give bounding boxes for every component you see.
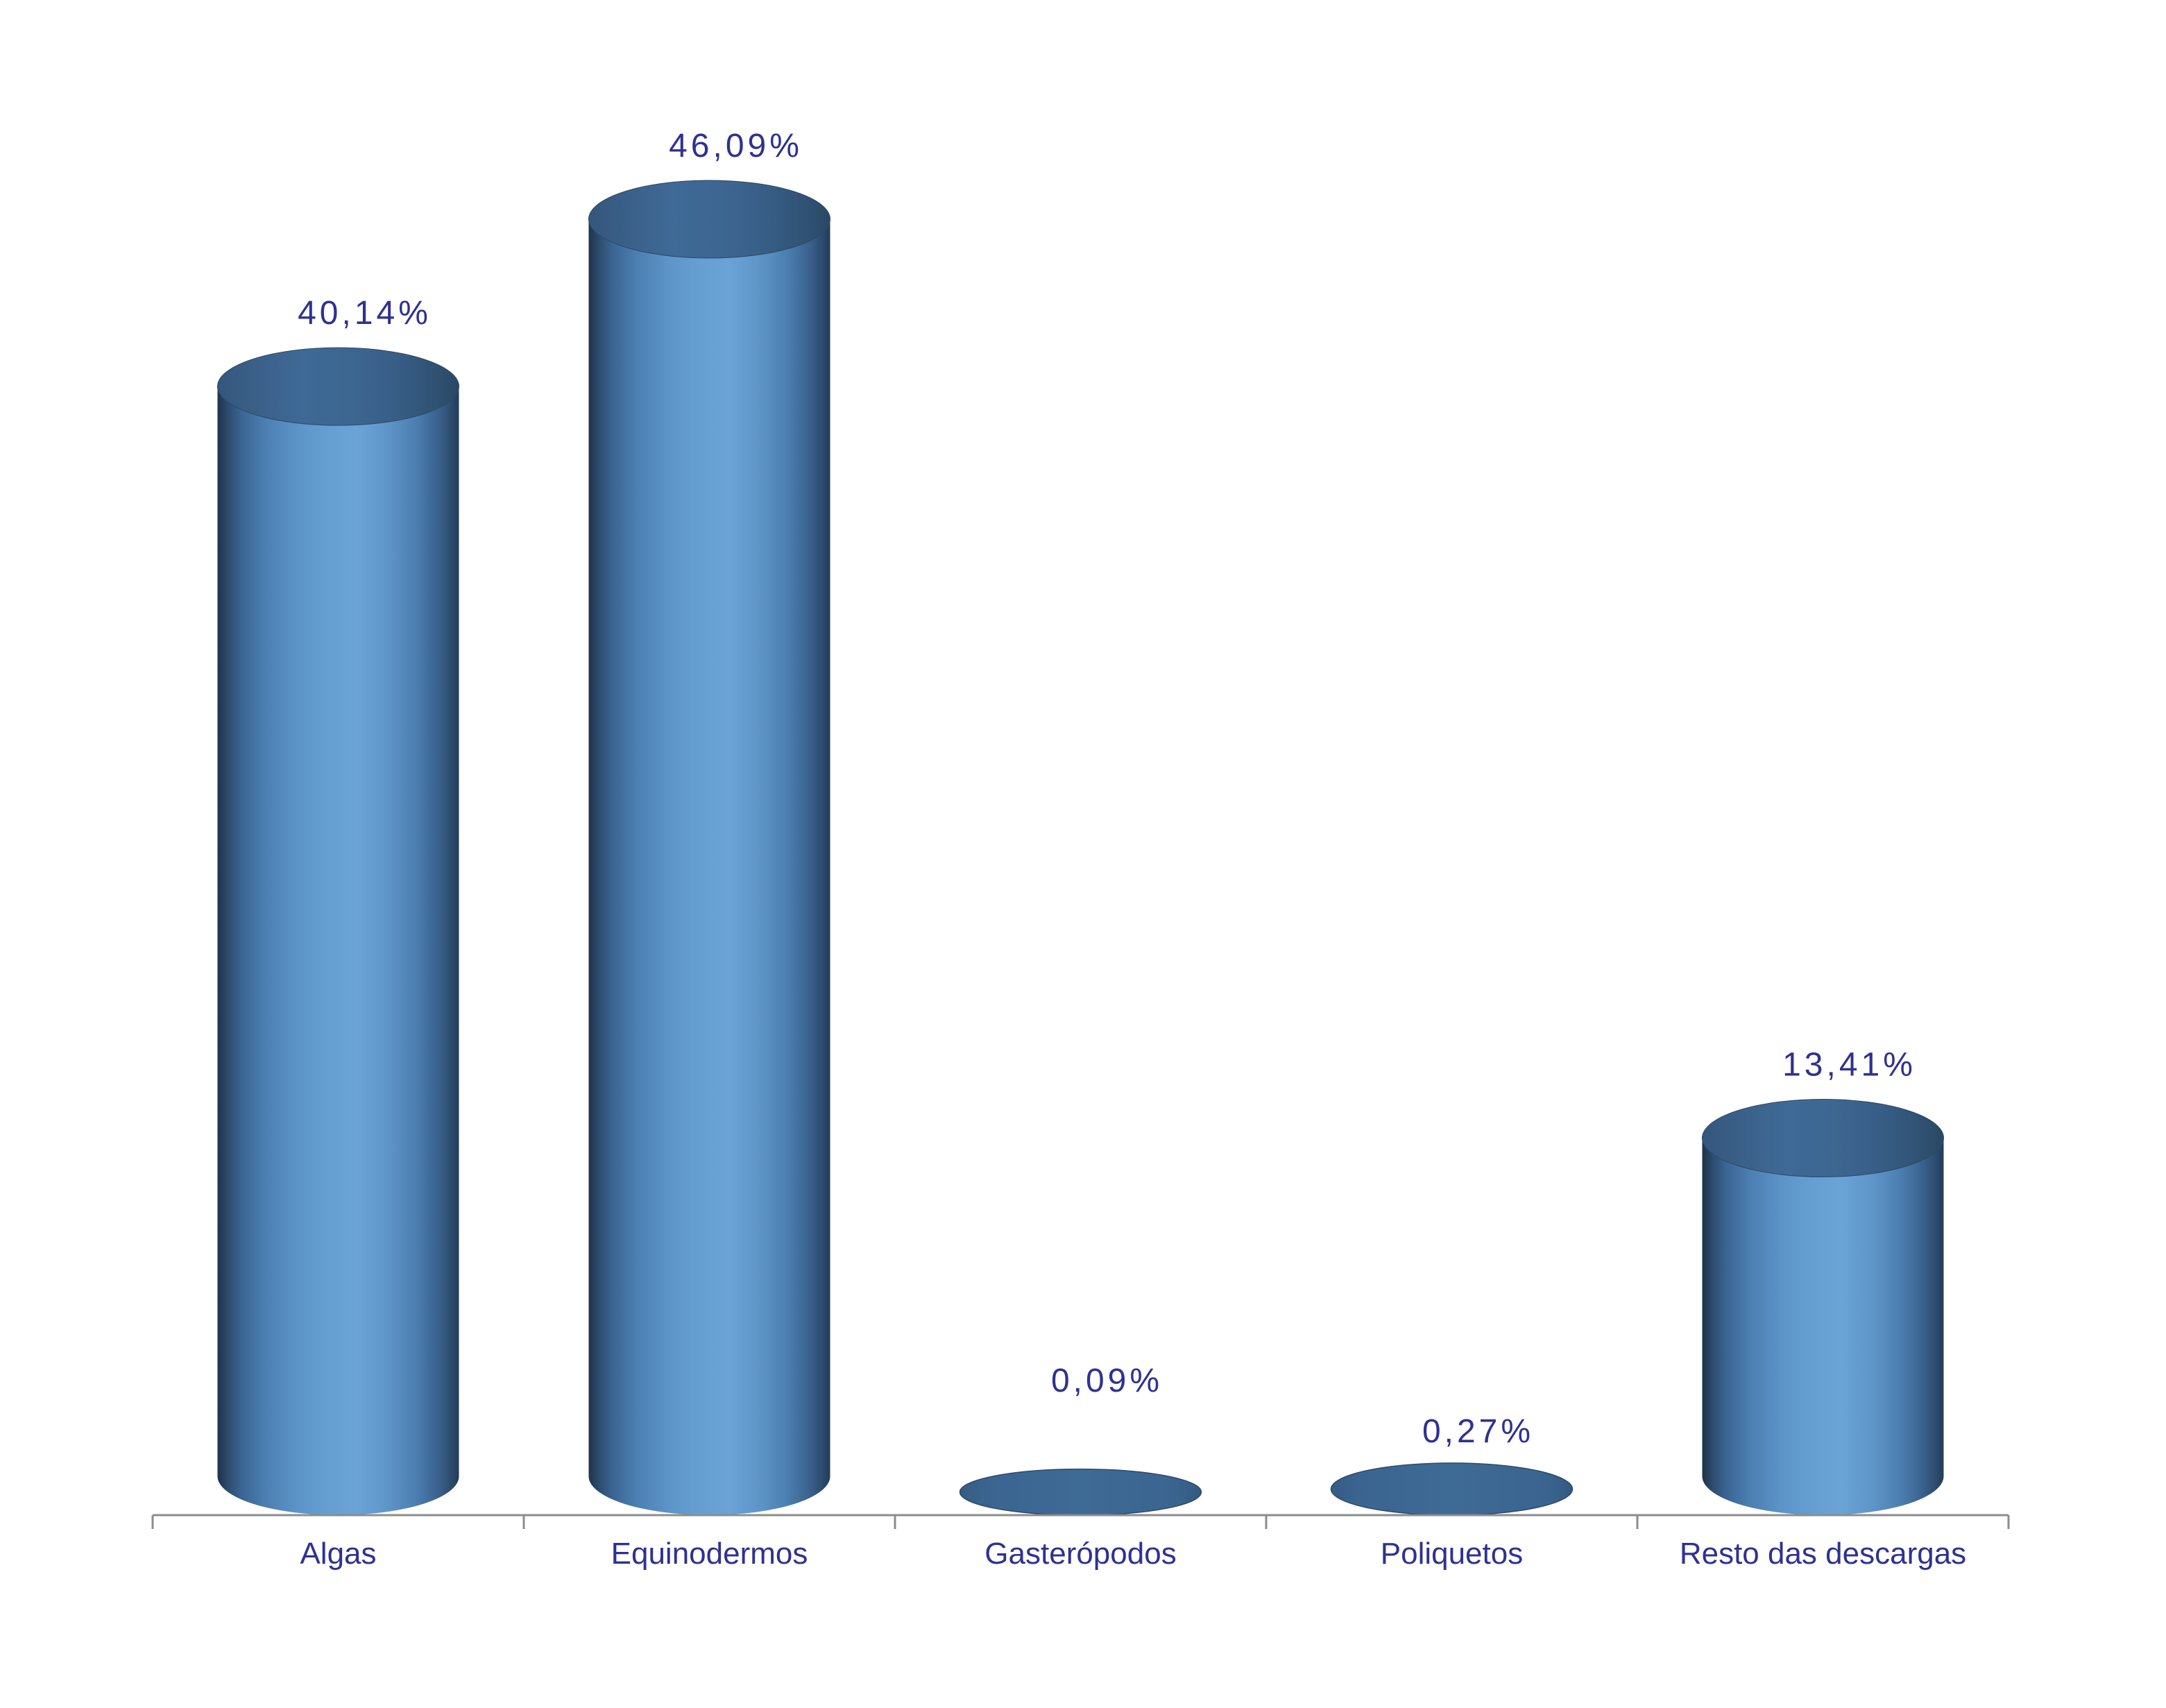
svg-text:Poliquetos: Poliquetos <box>1381 1537 1523 1571</box>
svg-text:Resto das descargas: Resto das descargas <box>1680 1537 1966 1571</box>
svg-text:Equinodermos: Equinodermos <box>611 1537 808 1571</box>
svg-text:0,27%: 0,27% <box>1422 1413 1534 1450</box>
svg-text:Algas: Algas <box>300 1537 376 1571</box>
svg-text:13,41%: 13,41% <box>1782 1047 1916 1084</box>
svg-text:Gasterópodos: Gasterópodos <box>984 1537 1176 1571</box>
svg-text:46,09%: 46,09% <box>669 128 803 164</box>
svg-text:40,14%: 40,14% <box>298 295 432 332</box>
svg-text:0,09%: 0,09% <box>1051 1363 1163 1399</box>
